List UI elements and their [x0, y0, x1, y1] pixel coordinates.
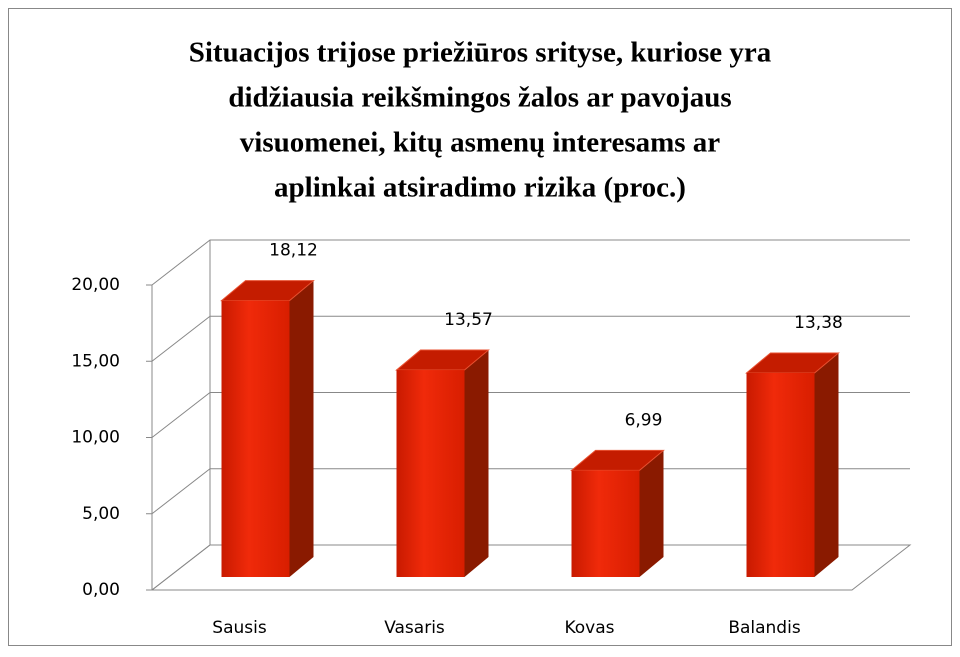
- chart-title: Situacijos trijose priežiūros srityse, k…: [189, 37, 772, 204]
- grid-line: [151, 315, 910, 362]
- bar-side: [464, 350, 489, 577]
- y-tick-label: 0,00: [82, 580, 120, 600]
- title-line: Situacijos trijose priežiūros srityse, k…: [189, 37, 772, 69]
- bar-side: [639, 450, 664, 577]
- data-label: 13,57: [444, 310, 493, 330]
- x-tick-label: Vasaris: [384, 618, 445, 638]
- bar: [570, 449, 665, 577]
- x-tick-label: Sausis: [212, 618, 267, 638]
- title-line: visuomenei, kitų asmenų interesams ar: [240, 127, 721, 159]
- bar: [220, 280, 315, 577]
- y-tick-label: 15,00: [71, 351, 120, 371]
- x-tick-label: Balandis: [728, 618, 801, 638]
- grid-line: [151, 239, 910, 286]
- bar: [395, 349, 490, 577]
- data-label: 6,99: [625, 410, 663, 430]
- bar-side: [289, 280, 314, 577]
- y-tick-label: 5,00: [82, 504, 120, 524]
- grid-line: [151, 392, 910, 438]
- bar-side: [814, 352, 839, 577]
- bar-front: [571, 470, 640, 577]
- bar-front: [396, 370, 465, 577]
- title-line: aplinkai atsiradimo rizika (proc.): [274, 172, 686, 204]
- y-tick-label: 20,00: [71, 275, 120, 295]
- grid-line: [151, 468, 910, 515]
- data-label: 18,12: [269, 241, 318, 261]
- bar-front: [746, 372, 815, 577]
- bar: [745, 352, 840, 577]
- y-tick-label: 10,00: [71, 428, 120, 448]
- x-tick-label: Kovas: [564, 618, 614, 638]
- grid-line: [151, 544, 910, 591]
- title-line: didžiausia reikšmingos žalos ar pavojaus: [228, 82, 731, 114]
- bar-front: [221, 300, 290, 577]
- data-label: 13,38: [794, 313, 843, 333]
